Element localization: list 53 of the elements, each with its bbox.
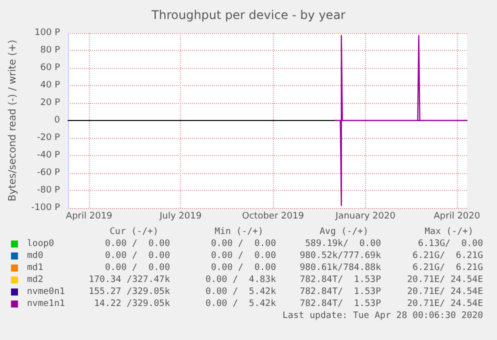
y-tick-label: -80 P	[37, 186, 61, 196]
x-tick-label: January 2020	[334, 212, 396, 222]
y-tick-label: -20 P	[37, 133, 61, 143]
text: Max (-/+)	[424, 227, 474, 237]
text: 782.84T/ 1.53P	[300, 299, 382, 309]
y-tick-label: 40 P	[40, 80, 61, 90]
chart-title: Throughput per device - by year	[150, 8, 346, 22]
text: 20.71E/ 24.54E	[407, 275, 483, 285]
text: 170.34 /327.47k	[88, 275, 171, 285]
text: 0.00 / 0.00	[210, 239, 276, 249]
y-tick-label: -100 P	[31, 203, 61, 213]
legend-label: loop0	[27, 239, 54, 249]
text: 0.00 / 0.00	[104, 239, 170, 249]
y-axis-title: Bytes/second read (-) / write (+)	[8, 40, 18, 202]
x-tick-label: July 2019	[158, 212, 202, 222]
legend-label: md0	[27, 251, 44, 261]
y-tick-label: 20 P	[40, 98, 61, 108]
text: 0.00 / 0.00	[104, 263, 170, 273]
text: Avg (-/+)	[320, 227, 368, 237]
text: Cur (-/+)	[110, 227, 158, 237]
text: 6.21G/ 6.21G	[412, 263, 483, 273]
text: Last update: Tue Apr 28 00:06:30 2020	[282, 311, 483, 321]
text: Min (-/+)	[214, 227, 264, 237]
text: 782.84T/ 1.53P	[300, 287, 382, 297]
x-tick-label: April 2019	[66, 212, 113, 222]
text: 980.61k/784.88k	[300, 263, 382, 273]
text: 6.13G/ 0.00	[418, 239, 483, 249]
legend-label: md2	[27, 275, 44, 285]
text: 0.00 / 0.00	[210, 263, 276, 273]
text: 980.52k/777.69k	[300, 251, 382, 261]
text: 0.00 / 5.42k	[206, 287, 277, 297]
y-tick-label: 60 P	[40, 63, 61, 73]
text: 0.00 / 5.42k	[206, 299, 277, 309]
text: 20.71E/ 24.54E	[407, 287, 483, 297]
text: 589.19k/ 0.00	[305, 239, 381, 249]
text: 0.00 / 0.00	[210, 251, 276, 261]
text: 155.27 /329.05k	[88, 287, 171, 297]
text: 14.22 /329.05k	[94, 299, 171, 309]
x-tick-label: October 2019	[242, 212, 304, 222]
legend-label: md1	[27, 263, 44, 273]
text: 20.71E/ 24.54E	[407, 299, 483, 309]
y-tick-label: -40 P	[37, 150, 61, 160]
y-tick-label: 0	[54, 116, 60, 126]
text: 0.00 / 4.83k	[206, 275, 277, 285]
y-tick-label: -60 P	[37, 168, 61, 178]
y-tick-label: 100 P	[34, 28, 61, 38]
x-tick-label: April 2020	[434, 212, 480, 222]
text: 6.21G/ 6.21G	[412, 251, 483, 261]
text: 782.84T/ 1.53P	[300, 275, 382, 285]
legend-label: nvme0n1	[27, 287, 65, 297]
text: 0.00 / 0.00	[104, 251, 170, 261]
y-tick-label: 80 P	[40, 46, 61, 56]
legend-label: nvme1n1	[27, 299, 65, 309]
